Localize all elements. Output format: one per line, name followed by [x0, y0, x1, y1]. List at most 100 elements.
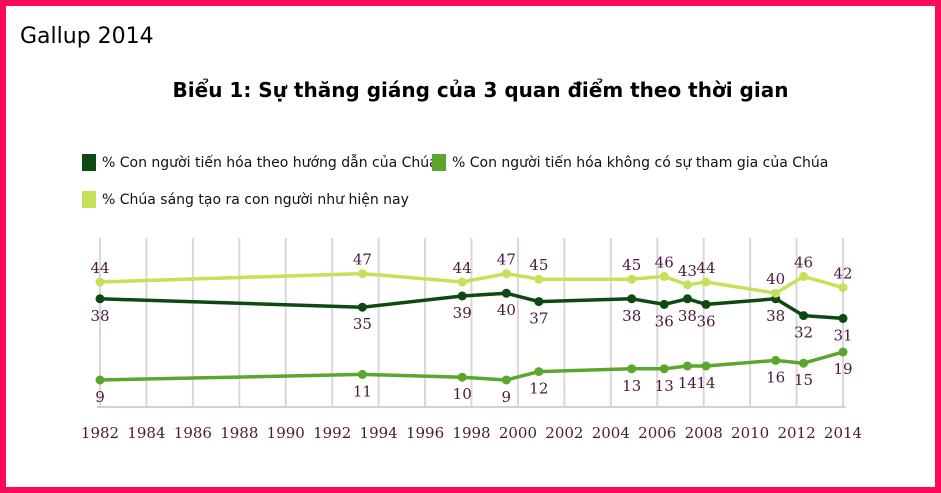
- data-point: [701, 361, 711, 371]
- x-tick-label: 2000: [499, 424, 537, 442]
- x-tick-label: 2008: [685, 424, 723, 442]
- x-tick-label: 1982: [81, 424, 119, 442]
- data-label: 37: [529, 310, 548, 328]
- data-label: 44: [696, 259, 715, 277]
- data-label: 46: [655, 253, 674, 271]
- x-tick-label: 1986: [174, 424, 212, 442]
- data-point: [95, 294, 105, 304]
- legend-item-created: % Chúa sáng tạo ra con người như hiện na…: [82, 191, 409, 208]
- x-tick-label: 2010: [731, 424, 769, 442]
- data-point: [799, 311, 809, 321]
- data-label: 13: [622, 377, 641, 395]
- x-tick-label: 1998: [452, 424, 490, 442]
- data-label: 36: [655, 312, 674, 330]
- data-point: [682, 280, 692, 290]
- x-tick-label: 2014: [824, 424, 862, 442]
- data-point: [701, 277, 711, 287]
- data-point: [501, 288, 511, 298]
- data-label: 32: [794, 324, 813, 342]
- data-point: [357, 302, 367, 312]
- data-point: [457, 277, 467, 287]
- data-point: [457, 372, 467, 382]
- data-point: [534, 297, 544, 307]
- data-point: [771, 355, 781, 365]
- data-label: 10: [453, 385, 472, 403]
- x-tick-label: 1992: [313, 424, 351, 442]
- data-label: 19: [833, 360, 852, 378]
- data-point: [501, 269, 511, 279]
- data-point: [534, 274, 544, 284]
- data-label: 38: [766, 307, 785, 325]
- data-point: [534, 367, 544, 377]
- x-tick-label: 1994: [360, 424, 398, 442]
- series-line: [99, 350, 844, 382]
- data-label: 43: [678, 262, 697, 280]
- x-tick-label: 1988: [220, 424, 258, 442]
- data-point: [627, 294, 637, 304]
- data-label: 9: [502, 388, 512, 406]
- data-label: 39: [453, 304, 472, 322]
- x-tick-label: 1984: [127, 424, 165, 442]
- data-point: [357, 269, 367, 279]
- data-point: [682, 361, 692, 371]
- legend-swatch: [82, 154, 96, 171]
- legend-item-guided: % Con người tiến hóa theo hướng dẫn của …: [82, 154, 438, 171]
- x-tick-label: 1990: [267, 424, 305, 442]
- data-label: 42: [833, 265, 852, 283]
- legend-label: % Con người tiến hóa không có sự tham gi…: [452, 154, 829, 171]
- data-label: 15: [794, 371, 813, 389]
- x-tick-label: 2004: [592, 424, 630, 442]
- data-label: 45: [622, 256, 641, 274]
- data-point: [701, 299, 711, 309]
- legend-swatch: [82, 191, 96, 208]
- data-point: [95, 375, 105, 385]
- data-label: 38: [678, 307, 697, 325]
- data-point: [771, 288, 781, 298]
- data-label: 16: [766, 368, 785, 386]
- data-label: 44: [90, 259, 109, 277]
- data-point: [501, 375, 511, 385]
- data-label: 31: [833, 326, 852, 344]
- data-label: 14: [678, 374, 697, 392]
- data-label: 45: [529, 256, 548, 274]
- data-label: 13: [655, 377, 674, 395]
- data-point: [838, 313, 848, 323]
- legend-swatch: [432, 154, 446, 171]
- data-point: [357, 369, 367, 379]
- data-label: 44: [453, 259, 472, 277]
- data-label: 9: [95, 388, 105, 406]
- x-tick-label: 1996: [406, 424, 444, 442]
- data-point: [627, 274, 637, 284]
- source-label: Gallup 2014: [20, 24, 154, 49]
- data-point: [799, 271, 809, 281]
- data-label: 38: [90, 307, 109, 325]
- legend-item-natural: % Con người tiến hóa không có sự tham gi…: [432, 154, 828, 171]
- data-label: 40: [766, 270, 785, 288]
- data-point: [659, 271, 669, 281]
- data-label: 46: [794, 253, 813, 271]
- legend-label: % Chúa sáng tạo ra con người như hiện na…: [102, 191, 409, 208]
- data-point: [457, 291, 467, 301]
- data-label: 11: [353, 382, 372, 400]
- data-point: [799, 358, 809, 368]
- chart-title: Biểu 1: Sự thăng giáng của 3 quan điểm t…: [172, 78, 789, 102]
- data-point: [627, 364, 637, 374]
- data-label: 14: [696, 374, 715, 392]
- data-label: 36: [696, 312, 715, 330]
- data-label: 47: [353, 251, 372, 269]
- x-tick-label: 2012: [777, 424, 815, 442]
- data-point: [838, 347, 848, 357]
- data-point: [95, 277, 105, 287]
- legend-label: % Con người tiến hóa theo hướng dẫn của …: [102, 154, 438, 171]
- data-label: 35: [353, 315, 372, 333]
- data-label: 40: [497, 301, 516, 319]
- data-label: 47: [497, 251, 516, 269]
- data-point: [659, 299, 669, 309]
- data-point: [659, 364, 669, 374]
- data-label: 12: [529, 380, 548, 398]
- series-line: [99, 291, 844, 321]
- data-label: 38: [622, 307, 641, 325]
- data-point: [838, 283, 848, 293]
